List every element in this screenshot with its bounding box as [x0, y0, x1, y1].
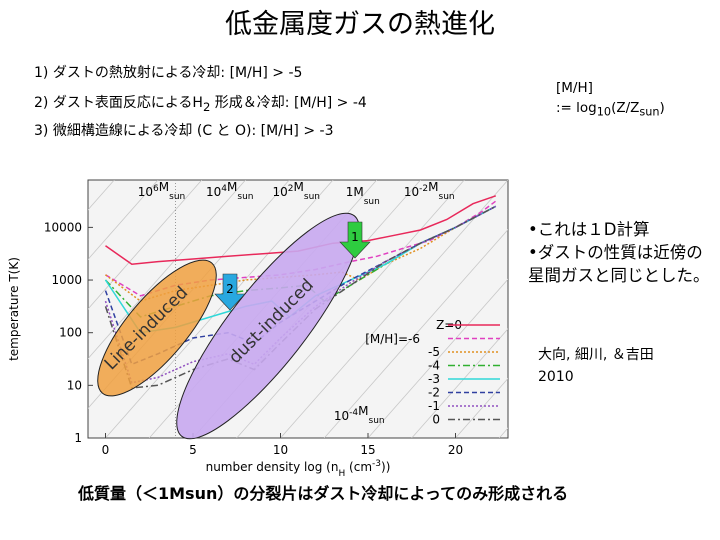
mass-label-part: -4	[349, 408, 358, 418]
footer-conclusion: 低質量（＜1Msun）の分裂片はダスト冷却によってのみ形成される	[78, 484, 569, 503]
item-text: ダストの熱放射による冷却: [M/H] > -5	[52, 65, 303, 81]
definition-paren: (Z/Z	[611, 100, 640, 116]
mass-label-part: 10	[138, 185, 153, 199]
arrow-2	[214, 273, 246, 311]
cooling-item-1: 1) ダストの熱放射による冷却: [M/H] > -5	[34, 62, 302, 82]
x-axis-label: number density log (nH (cm-3))	[206, 459, 391, 479]
mass-label-part: M	[159, 180, 169, 194]
mass-label-part: sun	[237, 192, 253, 202]
mass-label-part: sun	[439, 192, 455, 202]
mass-label-part: sun	[364, 197, 380, 207]
definition-sub10: 10	[596, 105, 612, 119]
x-axis-label-part: H	[338, 469, 345, 479]
legend-label--1: -1	[428, 399, 440, 413]
mass-label-part: M	[428, 180, 438, 194]
arrow-1	[339, 221, 371, 259]
legend-label--3: -3	[428, 372, 440, 386]
arrow-1-label: 1	[351, 230, 359, 244]
x-axis-label-part: -3	[372, 459, 381, 469]
definition-subsun: sun	[639, 105, 660, 119]
jeans-mass-line	[236, 180, 465, 438]
cooling-item-3: 3) 微細構造線による冷却 (C と O): [M/H] > -3	[34, 120, 333, 140]
mass-label-part: -2	[419, 184, 428, 194]
mass-label-part: 10	[273, 185, 288, 199]
mass-label-part: 10	[206, 185, 221, 199]
mass-label-part: 1M	[346, 185, 364, 199]
jeans-mass-line	[367, 278, 508, 438]
jeans-mass-line	[88, 180, 246, 360]
jeans-mass-line	[88, 180, 203, 310]
y-axis-label: temperature T(K)	[7, 257, 21, 361]
cooling-item-2: 2) ダスト表面反応によるH2 形成＆冷却: [M/H] > -4	[34, 92, 367, 114]
x-tick-label: 10	[273, 443, 288, 457]
item-number: 1)	[34, 65, 49, 81]
x-tick-label: 15	[360, 443, 375, 457]
mass-scale-label: 10-2Msun	[404, 180, 455, 202]
x-axis-label-part: number density log (n	[206, 460, 339, 474]
definition-line2: := log10(Z/Zsun)	[556, 98, 665, 123]
legend-title-metallicity: [M/H]=-6	[365, 332, 420, 346]
y-tick-label: 10	[67, 378, 82, 392]
notes: •これは１D計算 •ダストの性質は近傍の星間ガスと同じとした。	[528, 218, 718, 287]
x-tick-label: 20	[448, 443, 463, 457]
mass-label-part: sun	[304, 192, 320, 202]
jeans-mass-line	[455, 377, 508, 438]
note-1: •これは１D計算	[528, 220, 650, 239]
x-axis-label-part: (cm	[345, 460, 372, 474]
series-line-0	[104, 205, 497, 389]
x-tick-label: 0	[102, 443, 110, 457]
mass-label-part: 2	[288, 184, 294, 194]
jeans-mass-line	[280, 180, 508, 438]
mass-scale-label: 104Msun	[206, 180, 253, 202]
jeans-mass-line	[105, 180, 334, 438]
y-tick-label: 1000	[51, 273, 82, 287]
legend-label--2: -2	[428, 386, 440, 400]
y-tick-label: 1	[74, 431, 82, 445]
diagonal-guides	[88, 180, 508, 438]
arrow-2-label: 2	[226, 282, 234, 296]
mass-scale-label: 106Msun	[138, 180, 185, 202]
mass-label-part: sun	[369, 416, 385, 426]
legend-label--4: -4	[428, 359, 440, 373]
note-2: •ダストの性質は近傍の星間ガスと同じとした。	[528, 243, 710, 285]
mass-label-part: 4	[221, 184, 227, 194]
item-number: 3)	[34, 123, 49, 139]
mass-label-part: M	[358, 404, 368, 418]
item-text-tail: 形成＆冷却: [M/H] > -4	[210, 95, 367, 111]
jeans-mass-line	[323, 229, 508, 438]
reference-year: 2010	[538, 369, 574, 385]
page-title: 低金属度ガスの熱進化	[225, 9, 495, 40]
mass-label-part: M	[294, 180, 304, 194]
y-tick-label: 10000	[44, 220, 82, 234]
x-tick-label: 5	[189, 443, 197, 457]
dust-induced-ellipse	[176, 212, 360, 440]
line-induced-ellipse	[97, 259, 217, 397]
jeans-mass-line	[411, 328, 508, 438]
y-tick-label: 100	[59, 326, 82, 340]
definition-prefix: := log	[556, 100, 597, 116]
definition-close: )	[659, 100, 665, 116]
mass-label-part: 6	[153, 184, 159, 194]
item-subscript: 2	[202, 99, 211, 114]
mass-label-part: sun	[169, 192, 185, 202]
mass-label-part: M	[227, 180, 237, 194]
metallicity-definition: [M/H] := log10(Z/Zsun)	[556, 78, 665, 123]
definition-line1: [M/H]	[556, 80, 593, 96]
item-text: 微細構造線による冷却 (C と O): [M/H] > -3	[52, 123, 334, 139]
mass-label-part: 10	[334, 409, 349, 423]
legend-label--5: -5	[428, 345, 440, 359]
mass-label-part: 10	[404, 185, 419, 199]
mass-scale-label-bottom: 10-4Msun	[334, 404, 385, 426]
mass-scale-label: 102Msun	[273, 180, 320, 202]
legend-label-0: 0	[432, 413, 440, 427]
reference: 大向, 細川, ＆吉田 2010	[538, 344, 654, 388]
item-text: ダスト表面反応によるH	[52, 95, 203, 111]
mass-scale-label: 1Msun	[346, 185, 380, 207]
jeans-mass-line	[88, 180, 159, 260]
x-axis-label-part: ))	[381, 460, 390, 474]
item-number: 2)	[34, 95, 49, 111]
reference-authors: 大向, 細川, ＆吉田	[538, 347, 654, 363]
